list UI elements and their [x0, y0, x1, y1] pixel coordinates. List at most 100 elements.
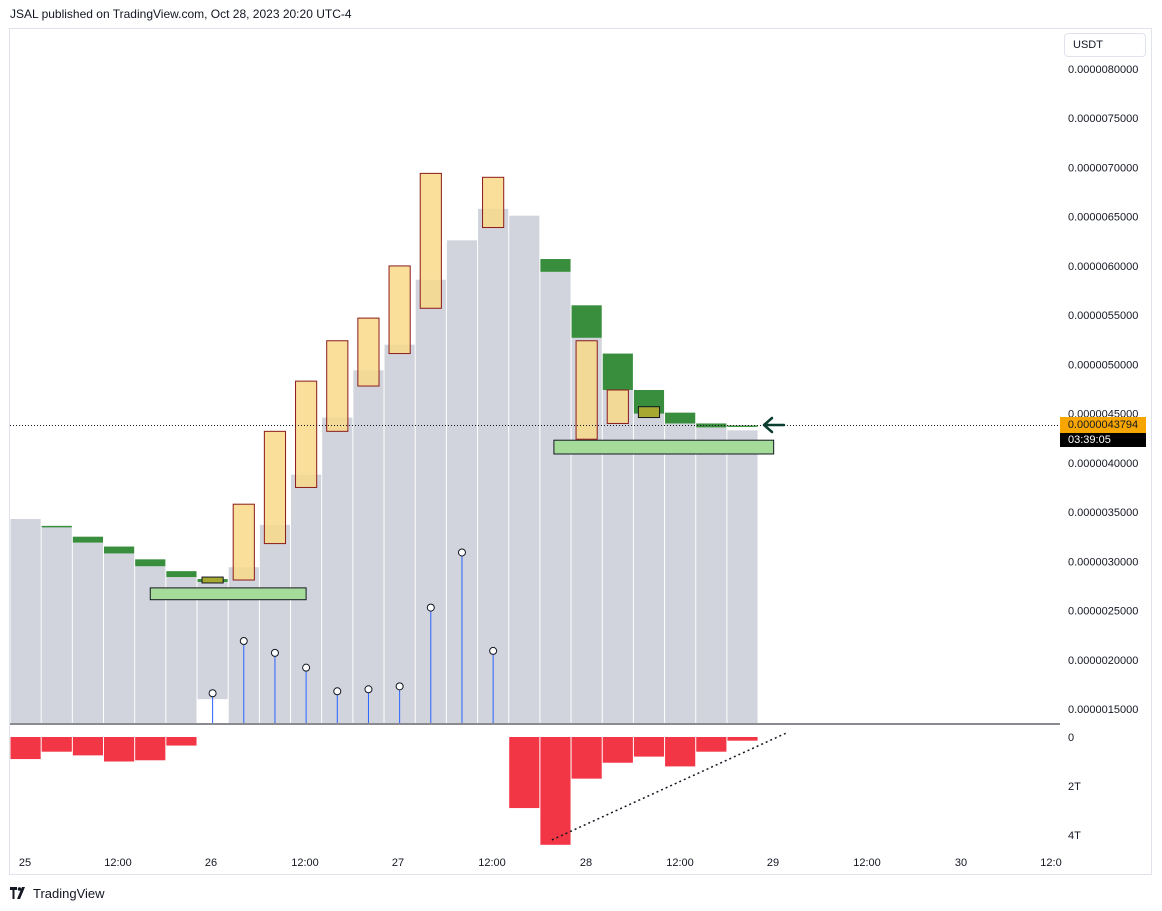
volume-delta-bar	[571, 737, 602, 779]
volume-delta-bar	[166, 737, 197, 746]
time-tick-label: 12:0	[1040, 857, 1061, 869]
price-tick-label: 0.0000065000	[1068, 212, 1138, 224]
olive-boxes	[201, 406, 661, 584]
time-tick-label: 12:00	[853, 857, 881, 869]
volume-delta-bar	[540, 737, 571, 845]
time-tick-label: 12:00	[104, 857, 132, 869]
price-bar	[41, 526, 72, 723]
footer-brand[interactable]: TradingView	[10, 884, 105, 902]
orange-box	[606, 389, 629, 424]
volume-delta-bar	[696, 737, 727, 752]
price-tick-label: 0.0000025000	[1068, 606, 1138, 618]
time-tick-label: 27	[392, 857, 404, 869]
indicator-tick-label: 0	[1068, 732, 1074, 744]
marker-dot	[426, 603, 435, 612]
time-tick-label: 12:00	[478, 857, 506, 869]
price-bar	[696, 427, 727, 723]
tradingview-logo-icon	[10, 887, 25, 899]
marker-dot	[270, 648, 279, 657]
time-tick-label: 26	[205, 857, 217, 869]
orange-box	[263, 430, 287, 545]
volume-delta-bar	[72, 737, 104, 756]
marker-dot	[457, 548, 466, 557]
price-bar	[727, 430, 758, 723]
price-bars	[10, 208, 758, 724]
price-tick-label: 0.0000080000	[1068, 64, 1138, 76]
volume-delta-bar	[727, 737, 758, 741]
volume-delta-bar	[665, 737, 696, 767]
indicator-tick-label: 2T	[1068, 781, 1081, 793]
price-bar	[509, 215, 540, 723]
marker-dot	[395, 682, 404, 691]
green-cap	[665, 412, 696, 424]
price-bar	[197, 581, 228, 700]
price-bar	[166, 577, 197, 723]
low-markers	[208, 548, 498, 723]
price-tick-label: 0.0000040000	[1068, 458, 1138, 470]
price-tick-label: 0.0000020000	[1068, 655, 1138, 667]
orange-boxes	[232, 172, 629, 581]
olive-box	[637, 406, 661, 419]
green-cap	[166, 571, 197, 578]
arrow-shape	[762, 416, 786, 434]
marker-dot	[208, 689, 217, 698]
volume-delta-bar	[104, 737, 135, 762]
price-tick-label: 0.0000055000	[1068, 310, 1138, 322]
time-tick-label: 28	[580, 857, 592, 869]
price-bar	[322, 417, 353, 723]
orange-box	[388, 265, 411, 355]
orange-box	[357, 317, 380, 387]
price-bar	[665, 423, 696, 723]
price-bar	[353, 370, 384, 723]
volume-delta-bar	[633, 737, 665, 757]
price-tick-label: 0.0000070000	[1068, 162, 1138, 174]
volume-delta-bar	[509, 737, 540, 809]
footer-brand-label: TradingView	[33, 885, 105, 901]
price-tick-label: 0.0000060000	[1068, 261, 1138, 273]
price-bar	[540, 271, 571, 723]
orange-box	[482, 176, 505, 229]
green-cap	[571, 305, 602, 338]
orange-box	[575, 340, 598, 440]
chart-frame	[9, 28, 1152, 875]
indicator-axis-labels: 0 2T 4T	[1068, 732, 1081, 842]
price-bar	[104, 553, 135, 723]
orange-box	[232, 503, 255, 581]
price-tick-label: 0.0000035000	[1068, 507, 1138, 519]
support-zones	[149, 439, 775, 601]
price-axis-labels: 0.0000080000 0.0000075000 0.0000070000 0.00…	[1068, 64, 1138, 716]
currency-selector[interactable]: USDT	[1064, 33, 1146, 57]
volume-delta-bar	[135, 737, 166, 761]
marker-dot	[239, 637, 248, 646]
volume-delta-bar	[41, 737, 72, 752]
time-axis-labels: 25 12:00 26 12:00 27 12:00 28 12:00 29 12:00 30 12:…	[19, 857, 1062, 869]
green-cap	[72, 536, 104, 543]
volume-delta-bar	[602, 737, 633, 763]
price-tick-label: 0.0000075000	[1068, 113, 1138, 125]
last-price-badge: 0.0000043794	[1060, 417, 1146, 433]
green-cap	[41, 525, 72, 528]
price-tick-label: 0.0000015000	[1068, 704, 1138, 716]
marker-dot	[364, 685, 373, 694]
green-cap	[696, 423, 727, 428]
time-tick-label: 12:00	[666, 857, 694, 869]
time-tick-label: 12:00	[291, 857, 319, 869]
publish-info: JSAL published on TradingView.com, Oct 2…	[10, 7, 352, 21]
bar-countdown: 03:39:05	[1060, 433, 1146, 447]
green-cap	[540, 259, 571, 272]
orange-box	[419, 172, 442, 309]
left-arrow-icon	[762, 416, 786, 434]
price-bar	[478, 208, 509, 724]
price-tick-label: 0.0000050000	[1068, 359, 1138, 371]
olive-box	[201, 576, 224, 584]
green-cap	[104, 546, 135, 554]
price-bar	[384, 344, 415, 723]
support-zone	[553, 439, 775, 455]
price-bar	[10, 518, 41, 723]
marker-dot	[333, 687, 342, 696]
price-tick-label: 0.0000030000	[1068, 556, 1138, 568]
marker-dot	[302, 663, 311, 672]
orange-box	[295, 380, 318, 488]
volume-delta-bars	[10, 737, 758, 845]
